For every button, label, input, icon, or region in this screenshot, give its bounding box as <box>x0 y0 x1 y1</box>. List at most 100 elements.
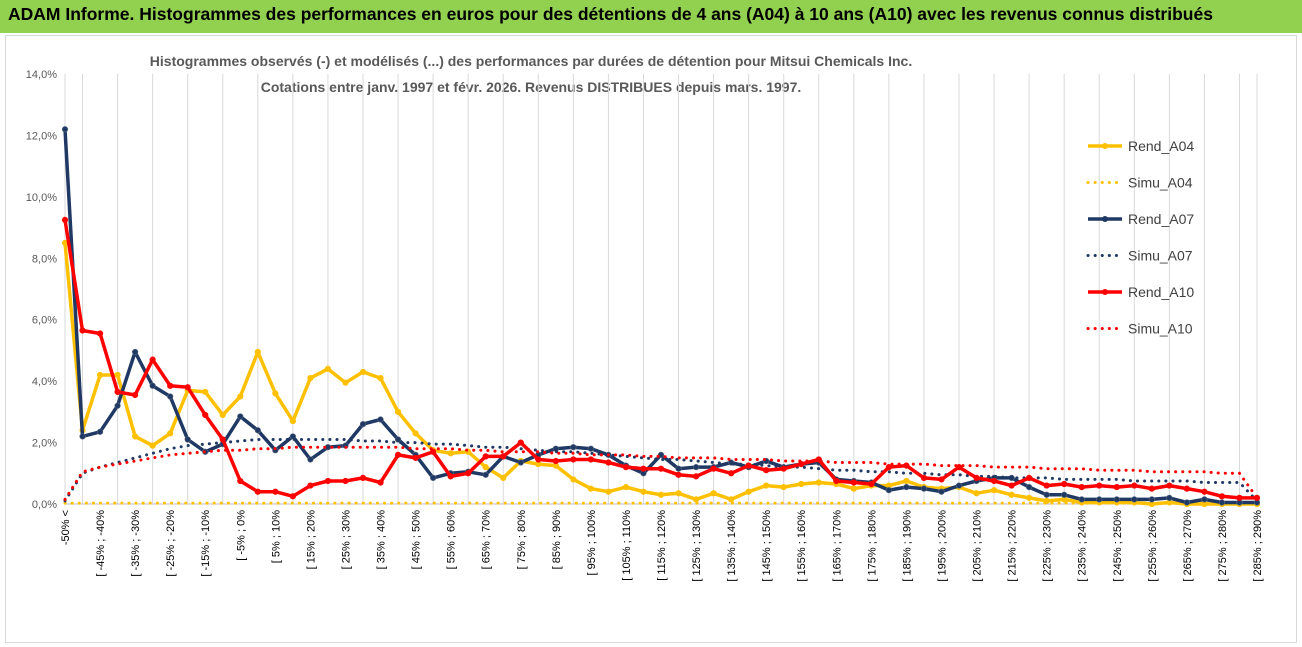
data-point-rend-a07 <box>955 482 963 489</box>
data-point-rend-a07 <box>237 413 244 420</box>
data-point-rend-a04 <box>990 487 998 494</box>
legend-label: Rend_A10 <box>1128 284 1194 300</box>
legend-marker <box>1102 216 1108 222</box>
x-tick-label: [ 25% ; 30% <box>340 510 352 570</box>
data-point-rend-a07 <box>167 393 174 400</box>
data-point-rend-a04 <box>798 480 805 488</box>
data-point-rend-a10 <box>1078 484 1085 491</box>
data-point-rend-a04 <box>149 442 156 449</box>
y-tick-label: 12,0% <box>26 130 57 142</box>
data-point-rend-a04 <box>359 368 367 376</box>
data-point-rend-a07 <box>359 421 367 428</box>
data-point-rend-a04 <box>1026 494 1033 501</box>
legend-item-simu-a07: Simu_A07 <box>1086 248 1193 264</box>
data-point-rend-a10 <box>167 382 174 389</box>
x-tick-label: [ 5% ; 10% <box>270 510 282 563</box>
data-point-rend-a04 <box>622 484 630 491</box>
chart-gridlines <box>64 74 1258 504</box>
data-point-rend-a07 <box>1131 496 1138 503</box>
performance-histogram-chart: Histogrammes observés (-) et modélisés (… <box>26 53 1264 582</box>
chart-area: Histogrammes observés (-) et modélisés (… <box>5 35 1297 643</box>
data-point-rend-a10 <box>324 477 332 485</box>
data-point-rend-a10 <box>535 456 542 463</box>
x-tick-label: [ 65% ; 70% <box>481 510 493 570</box>
data-point-rend-a10 <box>1166 482 1173 489</box>
data-point-rend-a07 <box>587 445 594 452</box>
x-tick-label: [ 195% ; 200% <box>936 510 948 582</box>
data-point-rend-a04 <box>973 490 980 497</box>
data-point-rend-a10 <box>500 453 507 460</box>
data-point-rend-a10 <box>430 448 437 455</box>
data-point-rend-a04 <box>763 482 770 489</box>
data-point-rend-a04 <box>570 476 577 483</box>
x-tick-label: [ 145% ; 150% <box>761 510 773 582</box>
data-point-rend-a10 <box>780 465 787 472</box>
data-point-rend-a07 <box>1201 496 1208 503</box>
data-point-rend-a04 <box>815 479 822 486</box>
legend-label: Rend_A07 <box>1128 211 1194 227</box>
data-point-rend-a10 <box>973 474 980 481</box>
data-point-rend-a07 <box>61 126 69 133</box>
data-point-rend-a10 <box>622 464 630 471</box>
data-point-rend-a07 <box>1166 494 1173 501</box>
data-point-rend-a04 <box>394 408 402 415</box>
data-point-rend-a10 <box>447 473 454 480</box>
data-point-rend-a10 <box>202 411 209 419</box>
data-point-rend-a07 <box>517 459 524 466</box>
x-tick-label: [ 35% ; 40% <box>376 510 388 570</box>
x-tick-label: [ -35% ; -30% <box>130 510 142 577</box>
data-point-rend-a10 <box>745 462 752 469</box>
legend-item-rend-a07: Rend_A07 <box>1088 211 1194 227</box>
chart-title-line2: Cotations entre janv. 1997 et févr. 2026… <box>261 79 802 95</box>
chart-series <box>61 126 1261 508</box>
x-tick-label: [ 135% ; 140% <box>726 510 738 582</box>
x-tick-label: [ 105% ; 110% <box>621 510 633 581</box>
data-point-rend-a10 <box>570 456 577 463</box>
legend-marker <box>1102 289 1108 295</box>
data-point-rend-a07 <box>692 464 700 471</box>
legend-item-simu-a10: Simu_A10 <box>1086 321 1193 337</box>
data-point-rend-a07 <box>377 416 384 423</box>
legend-label: Simu_A04 <box>1128 175 1193 191</box>
x-tick-label: [ 285% ; 290% <box>1252 510 1264 582</box>
data-point-rend-a10 <box>307 482 314 489</box>
data-point-rend-a07 <box>132 348 139 356</box>
x-tick-label: [ 275% ; 280% <box>1217 510 1229 582</box>
data-point-rend-a04 <box>657 491 665 498</box>
x-tick-label: [ 245% ; 250% <box>1112 510 1124 582</box>
data-point-rend-a10 <box>1113 484 1120 491</box>
x-tick-label: [ 115% ; 120% <box>656 510 668 581</box>
x-tick-label: [ 45% ; 50% <box>411 510 423 570</box>
data-point-rend-a07 <box>938 488 945 495</box>
data-point-rend-a10 <box>692 473 700 480</box>
data-point-rend-a10 <box>79 327 86 334</box>
data-point-rend-a10 <box>149 356 156 363</box>
data-point-rend-a07 <box>149 382 156 389</box>
data-point-rend-a10 <box>289 493 296 500</box>
data-point-rend-a10 <box>237 477 244 485</box>
data-point-rend-a04 <box>500 474 507 481</box>
data-point-rend-a10 <box>412 454 419 462</box>
data-point-rend-a04 <box>289 417 296 425</box>
data-point-rend-a10 <box>517 439 524 446</box>
x-tick-label: -50% < <box>60 510 72 545</box>
y-tick-label: 6,0% <box>32 315 57 327</box>
data-point-rend-a10 <box>1043 482 1050 489</box>
data-point-rend-a07 <box>394 436 402 443</box>
data-point-rend-a07 <box>254 427 261 434</box>
data-point-rend-a07 <box>903 484 910 491</box>
x-tick-label: [ 55% ; 60% <box>446 510 458 570</box>
data-point-rend-a10 <box>272 488 279 495</box>
data-point-rend-a10 <box>219 436 226 443</box>
data-point-rend-a04 <box>96 371 104 379</box>
data-point-rend-a10 <box>920 474 928 481</box>
data-point-rend-a10 <box>868 480 875 488</box>
data-point-rend-a04 <box>132 433 139 440</box>
data-point-rend-a10 <box>61 216 69 223</box>
x-tick-label: [ 265% ; 270% <box>1182 510 1194 582</box>
x-tick-label: [ 15% ; 20% <box>305 510 317 570</box>
data-point-rend-a10 <box>96 330 104 337</box>
data-point-rend-a04 <box>850 485 857 492</box>
y-tick-label: 14,0% <box>26 69 57 81</box>
